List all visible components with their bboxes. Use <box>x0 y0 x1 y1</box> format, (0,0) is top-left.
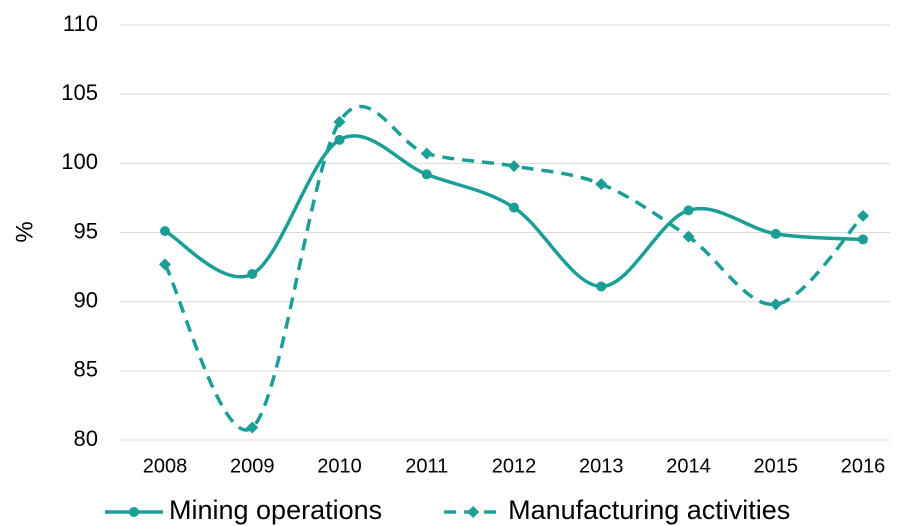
y-tick-label: 95 <box>74 218 98 243</box>
marker <box>683 205 694 216</box>
marker <box>509 202 519 213</box>
x-tick-label: 2015 <box>754 455 799 477</box>
marker <box>334 134 345 145</box>
x-tick-label: 2010 <box>317 455 362 477</box>
y-tick-label: 110 <box>63 11 98 36</box>
series-line <box>163 104 865 432</box>
marker <box>682 230 695 243</box>
legend-marker <box>129 507 139 517</box>
marker <box>421 169 432 180</box>
marker <box>508 160 520 173</box>
y-axis-label: % <box>11 221 38 242</box>
marker <box>159 258 171 271</box>
x-tick-label: 2011 <box>405 455 448 477</box>
marker <box>247 269 258 279</box>
legend-label: Mining operations <box>169 495 382 525</box>
marker <box>596 281 607 292</box>
y-tick-label: 100 <box>61 149 98 174</box>
x-tick-label: 2008 <box>143 455 188 477</box>
x-tick-label: 2013 <box>579 455 624 477</box>
x-tick-label: 2009 <box>230 455 275 477</box>
x-tick-label: 2016 <box>841 455 886 477</box>
marker <box>420 147 433 160</box>
marker <box>857 209 869 222</box>
marker <box>769 298 782 311</box>
marker <box>246 421 259 434</box>
y-tick-label: 85 <box>74 357 98 382</box>
y-tick-label: 105 <box>61 80 98 105</box>
marker <box>160 226 170 237</box>
marker <box>595 178 608 191</box>
marker <box>770 228 781 239</box>
marker <box>333 115 346 128</box>
x-tick-label: 2012 <box>492 455 537 477</box>
x-tick-label: 2014 <box>666 455 711 477</box>
legend-marker <box>467 506 480 518</box>
marker <box>858 234 868 245</box>
y-tick-label: 90 <box>74 287 98 312</box>
y-tick-label: 80 <box>74 426 98 451</box>
legend-label: Manufacturing activities <box>508 495 790 525</box>
